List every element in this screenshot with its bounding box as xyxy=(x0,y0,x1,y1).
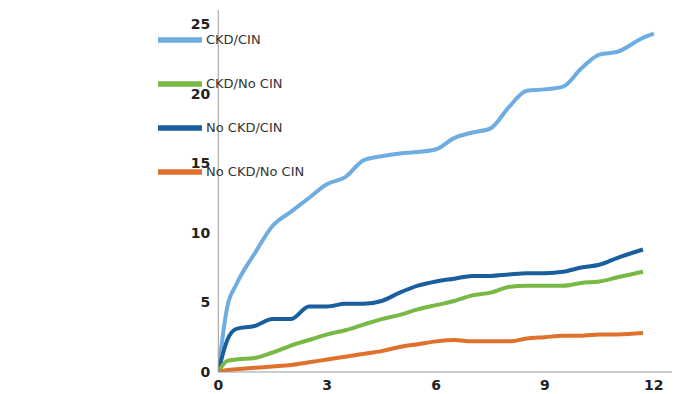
html-text:No CKD/No CIN: No CKD/No CIN xyxy=(206,163,305,179)
svg-text:0: 0 xyxy=(213,377,223,393)
svg-text:5: 5 xyxy=(201,294,211,310)
html-text:CKD/CIN: CKD/CIN xyxy=(206,31,261,47)
svg-text:20: 20 xyxy=(191,86,211,102)
svg-text:12: 12 xyxy=(644,377,663,393)
svg-text:3: 3 xyxy=(322,377,332,393)
svg-text:9: 9 xyxy=(540,377,550,393)
svg-text:0: 0 xyxy=(201,364,211,380)
svg-text:25: 25 xyxy=(191,16,210,32)
svg-text:10: 10 xyxy=(191,225,211,241)
html-text:CKD/No CIN: CKD/No CIN xyxy=(206,75,283,91)
html-text:No CKD/CIN: No CKD/CIN xyxy=(206,119,283,135)
svg-text:15: 15 xyxy=(191,155,210,171)
svg-text:6: 6 xyxy=(431,377,441,393)
